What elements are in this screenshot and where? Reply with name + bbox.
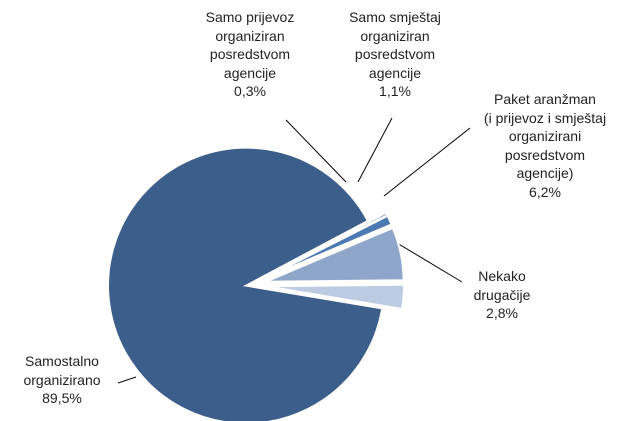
pie-slice [264, 214, 393, 280]
slice-label: Samo prijevoz organiziran posredstvom ag… [165, 8, 335, 101]
pie-slice [107, 146, 384, 421]
label-name: Samo smještaj organiziran posredstvom ag… [349, 9, 441, 81]
label-value: 6,2% [529, 183, 561, 200]
label-name: Samostalno organizirano [23, 353, 101, 388]
leader-line [357, 117, 393, 183]
label-value: 0,3% [234, 83, 266, 99]
slice-label: Samo smještaj organiziran posredstvom ag… [310, 8, 480, 101]
label-name: Samo prijevoz organiziran posredstvom ag… [205, 9, 295, 81]
label-name: Nekako drugačije [473, 268, 531, 303]
label-value: 2,8% [486, 305, 518, 321]
label-value: 1,1% [379, 83, 411, 99]
leader-line [391, 239, 463, 283]
pie-slice [265, 226, 405, 283]
slice-label: Paket aranžman (i prijevoz i smještaj or… [460, 90, 626, 201]
label-name: Paket aranžman (i prijevoz i smještaj or… [483, 91, 607, 181]
leader-line [383, 127, 471, 197]
leader-line [285, 119, 347, 183]
leaders [117, 117, 471, 384]
leader-line [117, 376, 137, 384]
slice-label: Nekako drugačije 2,8% [417, 267, 587, 323]
pie-slice [265, 283, 405, 311]
label-value: 89,5% [42, 390, 82, 406]
slice-label: Samostalno organizirano 89,5% [0, 352, 147, 408]
